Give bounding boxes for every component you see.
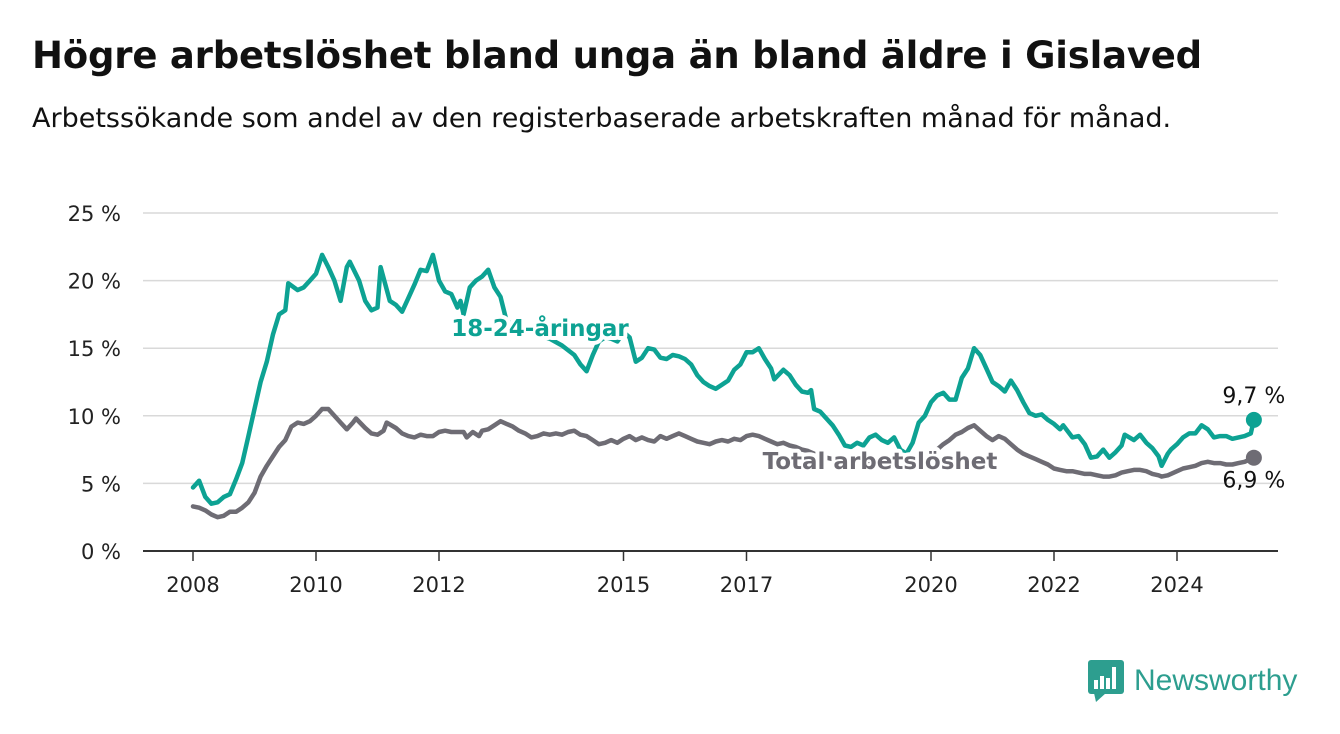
x-tick-label: 2022 (1027, 573, 1080, 597)
y-tick-label: 20 % (68, 270, 121, 294)
youth-series-line (190, 252, 1257, 506)
youth-series-name-label: 18-24-åringar (451, 315, 629, 342)
y-tick-label: 25 % (68, 202, 121, 226)
total-series-line (190, 406, 1257, 520)
brand-name: Newsworthy (1134, 664, 1298, 697)
series-lines (190, 252, 1262, 520)
axes: 0 % 5 % 10 % 15 % 20 % 25 % 2008 2010 2012 2015 20… (68, 202, 1278, 597)
total-end-value-label: 6,9 % (1222, 469, 1285, 494)
youth-end-point (1245, 411, 1262, 428)
total-series-name-label: Total arbetslöshet (763, 449, 998, 475)
x-tick-label: 2024 (1150, 573, 1203, 597)
page-title: Högre arbetslöshet bland unga än bland ä… (32, 34, 1202, 77)
y-tick-label: 10 % (68, 405, 121, 429)
brand-logo: Newsworthy (1088, 660, 1297, 702)
x-tick-label: 2020 (904, 573, 957, 597)
y-tick-label: 15 % (68, 337, 121, 361)
y-tick-label: 5 % (81, 472, 121, 496)
newsworthy-logo-icon (1088, 660, 1124, 702)
series-labels: 6,9 % Total arbetslöshet 9,7 % 18-24-åringa… (447, 311, 1285, 494)
x-tick-label: 2015 (597, 573, 650, 597)
youth-end-value-label: 9,7 % (1222, 384, 1285, 409)
page-subtitle: Arbetssökande som andel av den registerb… (32, 103, 1172, 134)
total-end-point (1245, 449, 1262, 466)
x-tick-label: 2010 (289, 573, 342, 597)
x-tick-label: 2017 (720, 573, 773, 597)
x-tick-label: 2012 (412, 573, 465, 597)
x-tick-label: 2008 (166, 573, 219, 597)
y-tick-label: 0 % (81, 540, 121, 564)
